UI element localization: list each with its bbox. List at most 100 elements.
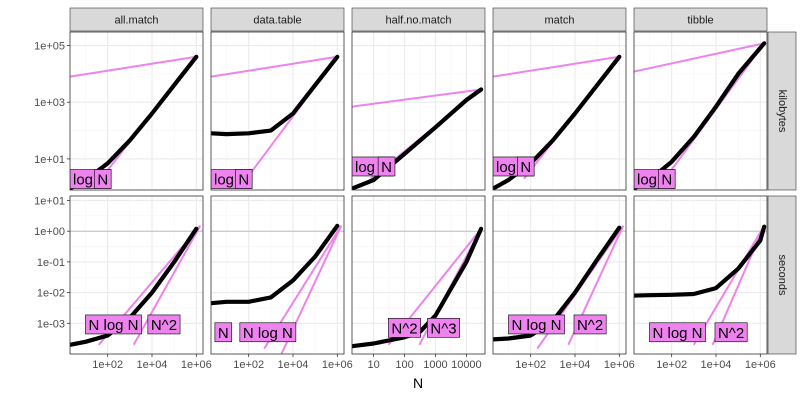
curve-label-box [573, 314, 607, 335]
panel-plot-area: log NN [211, 32, 344, 190]
strip-label-kilobytes: kilobytes [776, 90, 788, 133]
panel-plot-area: log NN [493, 32, 626, 190]
curve-label: N [381, 159, 392, 176]
strip-label-half.no.match: half.no.match [385, 15, 451, 27]
x-tick-label: 1e+04 [278, 359, 309, 371]
strip-seconds [767, 195, 797, 355]
curve-label-box [714, 322, 748, 343]
curve-label: N [97, 172, 108, 189]
curve-label-box [94, 169, 112, 189]
curve-label: N log N [652, 325, 702, 342]
curve-label: N^2 [151, 317, 177, 334]
strip-label-seconds: seconds [776, 255, 788, 296]
x-tick-label: 1e+02 [656, 359, 687, 371]
x-tick-label: 1e+02 [92, 359, 123, 371]
x-tick-label: 1e+04 [137, 359, 168, 371]
panel-match-seconds: N log N N^2 1e+02 1e+04 1e+06 [492, 195, 635, 371]
measured-line [211, 223, 340, 306]
panel-data.table-seconds: N N log N 1e+02 1e+04 1e+06 [210, 195, 353, 371]
panel-plot-area: log NN [634, 32, 767, 190]
panels-layer: all.match data.table half.no.match match tib… [34, 7, 797, 371]
panel-border [210, 31, 345, 191]
panel-half.no.match-kilobytes: log NN [351, 31, 486, 191]
ref-line-log-N [493, 55, 620, 78]
y-tick-label: 1e+00 [34, 226, 65, 238]
strip-half.no.match [351, 7, 486, 32]
panel-border [69, 195, 204, 355]
ref-line-log-N [634, 42, 765, 73]
panel-data.table-kilobytes: log NN [210, 31, 345, 191]
curve-label-box [658, 169, 676, 189]
panel-plot-area: N log N N^2 [493, 196, 626, 354]
curve-label: N [238, 172, 249, 189]
curve-label-box [517, 156, 535, 177]
strip-data.table [210, 7, 345, 32]
y-tick-label: 1e+01 [34, 195, 65, 207]
curve-label: N [520, 159, 531, 176]
x-tick-label: 1000 [423, 359, 447, 371]
x-tick-label: 100 [395, 359, 413, 371]
panel-background [70, 32, 203, 190]
x-tick-label: 1e+04 [560, 359, 591, 371]
curve-label-box [508, 314, 565, 335]
curve-label-box [427, 317, 460, 338]
panel-plot-area: log NN [352, 32, 485, 190]
curve-label-box [239, 322, 297, 343]
panel-border [633, 31, 768, 191]
panel-tibble-seconds: N log N N^2 1e+02 1e+04 1e+06 [633, 195, 776, 371]
measured-line [352, 87, 484, 190]
y-tick-label: 1e+03 [34, 97, 65, 109]
strip-tibble [633, 7, 768, 32]
panel-plot-area: N log N N^2 [70, 196, 203, 354]
panel-background [211, 32, 344, 190]
measured-line [634, 224, 767, 298]
strip-all.match [69, 7, 204, 32]
panel-background [634, 32, 767, 190]
x-tick-label: 10 [367, 359, 379, 371]
curve-label-box [377, 156, 396, 177]
ref-line-log-N [352, 88, 482, 108]
y-tick-label: 1e-01 [37, 257, 65, 269]
x-tick-label: 1e+06 [604, 359, 635, 371]
panel-border [210, 195, 345, 355]
panel-border [492, 31, 627, 191]
panel-match-kilobytes: log NN [492, 31, 627, 191]
x-tick-label: 1e+04 [701, 359, 732, 371]
x-tick-label: 1e+06 [181, 359, 212, 371]
panel-border [633, 195, 768, 355]
x-tick-label: 1e+06 [322, 359, 353, 371]
curve-label: N [661, 172, 672, 189]
strip-match [492, 7, 627, 32]
measured-line [211, 54, 340, 137]
curve-label-box [214, 322, 233, 343]
x-tick-label: 1e+02 [233, 359, 264, 371]
x-axis-title: N [413, 375, 423, 391]
strip-label-all.match: all.match [114, 15, 158, 27]
curve-label: N log N [511, 317, 561, 334]
panel-border [351, 31, 486, 191]
x-tick-label: 1e+06 [745, 359, 776, 371]
strip-kilobytes [767, 31, 797, 191]
y-tick-label: 1e-03 [37, 318, 65, 330]
strip-label-match: match [545, 15, 575, 27]
strip-label-data.table: data.table [253, 15, 301, 27]
panel-border [351, 195, 486, 355]
y-tick-label: 1e+05 [34, 41, 65, 53]
curve-label: N^3 [430, 320, 456, 337]
x-tick-label: 10000 [451, 359, 482, 371]
curve-label-box [147, 314, 181, 335]
measured-line [493, 54, 622, 190]
panel-border [492, 195, 627, 355]
curve-label: N log N [243, 325, 293, 342]
panel-plot-area: N log N N^2 [634, 196, 767, 354]
panel-plot-area: log NN [70, 32, 203, 190]
strip-label-tibble: tibble [687, 15, 713, 27]
curve-label: N [218, 325, 229, 342]
curve-label-box [388, 317, 421, 338]
panel-plot-area: N^2 N^3 [352, 196, 485, 354]
y-tick-label: 1e-02 [37, 288, 65, 300]
curve-label: N^2 [718, 325, 744, 342]
ref-line-N-2 [132, 225, 202, 346]
panel-tibble-kilobytes: log NN [633, 31, 768, 191]
